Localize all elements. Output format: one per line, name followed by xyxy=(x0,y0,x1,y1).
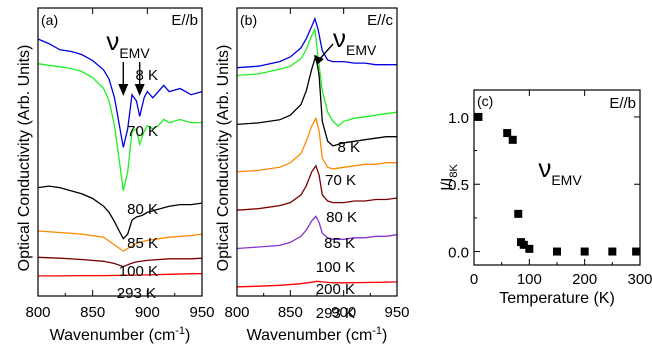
series-line-100k xyxy=(37,256,203,268)
series-label: 85 K xyxy=(127,235,158,252)
series-line-8k xyxy=(37,38,203,148)
x-axis-label-tail: ) xyxy=(382,327,387,344)
x-axis-label: Wavenumber (cm-1) xyxy=(50,325,191,344)
annotation-arrow-head xyxy=(118,84,129,96)
series-label: 8 K xyxy=(337,139,360,156)
annotation-subscript: EMV xyxy=(119,45,150,61)
series-line-70k xyxy=(37,63,202,191)
polarization-label: E//b xyxy=(609,95,636,112)
panel-label: (c) xyxy=(477,93,493,109)
x-axis-label-main: Wavenumber (cm xyxy=(247,327,373,344)
x-tick-label: 900 xyxy=(135,304,160,321)
series-label: 8 K xyxy=(135,67,158,84)
x-axis-label-main: Wavenumber (cm xyxy=(50,327,176,344)
series-line-80k xyxy=(37,185,203,240)
annotation-symbol: ν xyxy=(106,26,119,56)
series-label: 293 K xyxy=(316,305,355,322)
annotation-nu-emv: νEMV xyxy=(106,26,150,61)
series-label: 70 K xyxy=(325,172,356,189)
series-label: 80 K xyxy=(127,201,158,218)
y-tick-label: 0.0 xyxy=(448,245,469,262)
x-tick-label: 800 xyxy=(25,304,50,321)
y-tick-label: 0.5 xyxy=(448,177,469,194)
y-axis-label: Optical Conductivity (Arb. Units) xyxy=(215,45,232,272)
series-line-70k xyxy=(236,27,398,127)
data-point xyxy=(508,135,517,144)
x-tick-label: 850 xyxy=(80,304,105,321)
data-point xyxy=(580,247,589,256)
y-axis-label: I/I8K xyxy=(439,163,460,190)
y-axis-label-main: I/I xyxy=(439,178,456,191)
data-point xyxy=(474,112,483,121)
x-axis-label: Temperature (K) xyxy=(499,290,615,307)
y-tick-label: 1.0 xyxy=(448,110,469,127)
x-tick-label: 900 xyxy=(331,304,356,321)
data-point xyxy=(525,244,534,253)
x-tick-label: 0 xyxy=(470,271,478,288)
polarization-label: E//b xyxy=(171,12,198,29)
annotation-symbol: ν xyxy=(538,153,551,183)
y-axis-label-sub: 8K xyxy=(448,163,460,177)
data-point xyxy=(553,247,561,256)
series-line-8k xyxy=(236,16,397,69)
x-tick-label: 850 xyxy=(278,304,303,321)
panel-label: (b) xyxy=(240,12,257,28)
x-tick-label: 200 xyxy=(572,271,597,288)
series-line-85k xyxy=(236,116,397,173)
y-axis-label: Optical Conductivity (Arb. Units) xyxy=(16,45,33,272)
series-label: 100 K xyxy=(316,259,355,276)
x-tick-label: 950 xyxy=(384,304,409,321)
x-tick-label: 800 xyxy=(224,304,249,321)
x-axis-label-sup: -1 xyxy=(372,325,382,337)
series-label: 293 K xyxy=(117,285,156,302)
annotation-subscript: EMV xyxy=(346,42,377,58)
series-label: 100 K xyxy=(119,263,158,280)
annotation-arrow xyxy=(318,43,334,61)
series-line-85k xyxy=(37,230,203,252)
series-label: 85 K xyxy=(324,235,355,252)
data-point xyxy=(632,247,641,256)
x-axis-label: Wavenumber (cm-1) xyxy=(247,325,388,344)
series-label: 70 K xyxy=(127,123,158,140)
data-point xyxy=(519,240,528,249)
series-line-293k xyxy=(38,273,202,277)
annotation-arrow-head xyxy=(313,55,324,65)
annotation-nu-emv: νEMV xyxy=(333,23,377,58)
series-label: 80 K xyxy=(326,209,357,226)
annotation-symbol: ν xyxy=(333,23,346,53)
x-tick-label: 300 xyxy=(627,271,652,288)
x-axis-label-tail: ) xyxy=(185,327,190,344)
x-tick-label: 100 xyxy=(517,271,542,288)
series-line-200k xyxy=(236,215,398,250)
series-line-293k xyxy=(236,280,398,288)
series-line-100k xyxy=(236,164,398,211)
series-line-80k xyxy=(236,55,397,147)
x-axis-label-sup: -1 xyxy=(175,325,185,337)
data-point xyxy=(514,209,523,218)
x-tick-label: 950 xyxy=(189,304,214,321)
data-point xyxy=(608,247,617,256)
polarization-label: E//c xyxy=(367,12,393,29)
annotation-arrow-head xyxy=(134,84,145,96)
annotation-nu-emv: νEMV xyxy=(538,153,582,188)
data-point xyxy=(503,129,512,138)
panel-label: (a) xyxy=(41,12,58,28)
series-label: 200 K xyxy=(316,281,355,298)
annotation-subscript: EMV xyxy=(551,172,582,188)
